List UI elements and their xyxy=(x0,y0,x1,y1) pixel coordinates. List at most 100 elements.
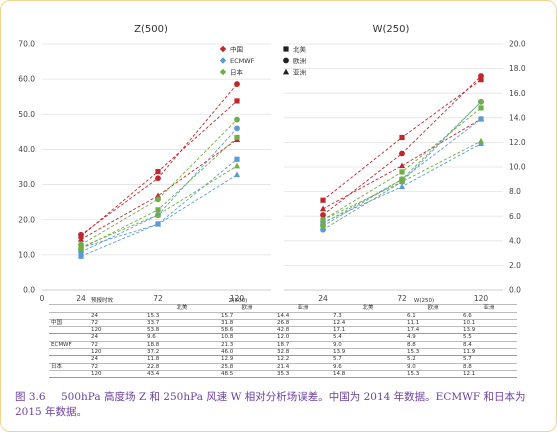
chart-area: 0.0 10.0 20.0 30.0 40.0 50.0 60.0 70.0 0 24 72 120 Z… xyxy=(18,24,526,301)
table-cell: 12.2 xyxy=(275,355,331,364)
table-row: 日本 72 22.8 25.8 21.4 9.6 9.0 8.8 xyxy=(49,363,517,371)
table-cell: 15.3 xyxy=(405,370,461,379)
p0-data-point xyxy=(155,196,161,203)
p0-x-tick-label: 120 xyxy=(230,294,245,301)
table-cell: 15.3 xyxy=(405,348,461,357)
table-cell: 15.3 xyxy=(145,312,219,320)
table-cell: 6.1 xyxy=(405,312,461,320)
table-cell: 120 xyxy=(89,370,145,379)
p0-legend-label: 日本 xyxy=(230,67,244,76)
table-cell: 35.3 xyxy=(275,370,331,379)
table-cell xyxy=(49,304,89,313)
p1-chart-title: W(250) xyxy=(373,24,410,35)
p0-data-point xyxy=(154,192,162,199)
p0-data-point xyxy=(154,211,162,218)
caption-number: 图 3.6 xyxy=(15,391,46,403)
table-cell: 14.4 xyxy=(275,312,331,320)
p0-series-line xyxy=(80,165,238,248)
p0-x-tick-label: 24 xyxy=(76,294,86,301)
table-cell: 北美 xyxy=(145,304,219,313)
p1-y-tick-label: 4.0 xyxy=(509,236,521,245)
p0-data-point xyxy=(155,168,161,175)
table-cell: 9.6 xyxy=(145,333,219,342)
table-cell: 25.8 xyxy=(219,363,275,371)
p1-x-tick-label: 120 xyxy=(474,294,489,301)
table-cell: 5.7 xyxy=(331,355,405,364)
p1-y-tick-label: 6.0 xyxy=(509,212,521,221)
table-cell: 21.4 xyxy=(275,363,331,371)
p1-y-tick-label: 14.0 xyxy=(509,113,526,122)
p1-legend-label: 欧洲 xyxy=(293,56,306,65)
table-row: 120 43.4 48.5 35.3 14.8 15.3 12.1 xyxy=(49,370,517,379)
table-cell: 8.8 xyxy=(405,341,461,350)
p1-data-point xyxy=(399,169,405,175)
table-cell: 22.8 xyxy=(145,363,219,371)
p0-data-point xyxy=(234,81,240,87)
table-row: 120 53.8 58.6 42.8 17.1 17.4 13.9 xyxy=(49,326,517,335)
table-cell: 10.1 xyxy=(461,319,517,328)
p0-y-tick-label: 10.0 xyxy=(18,250,35,259)
p1-y-tick-label: 2.0 xyxy=(509,261,521,270)
table-cell: 9.0 xyxy=(331,341,405,350)
table-cell: 8.4 xyxy=(461,341,517,350)
p0-data-point xyxy=(77,243,85,250)
p0-chart-title: Z(500) xyxy=(134,24,168,35)
table-cell: 6.6 xyxy=(461,312,517,320)
p0-legend-marker xyxy=(219,68,227,76)
p0-y-tick-label: 40.0 xyxy=(18,145,35,154)
table-cell: 8.8 xyxy=(461,363,517,371)
table-cell xyxy=(89,304,145,313)
table-cell: 72 xyxy=(89,341,145,350)
p1-data-point xyxy=(320,223,326,229)
table-cell: 5.4 xyxy=(331,333,405,342)
p0-y-tick-label: 0.0 xyxy=(23,286,35,295)
table-cell: 5.5 xyxy=(461,333,517,342)
table-row: ECMWF 72 18.8 21.3 18.7 9.0 8.8 8.4 xyxy=(49,341,517,350)
p1-data-point xyxy=(478,105,484,111)
table-header-row: 预报时效 Z(500) W(250) xyxy=(49,298,517,306)
p0-y-tick-label: 60.0 xyxy=(18,75,35,84)
p1-data-point xyxy=(320,197,326,203)
table-cell: 18.7 xyxy=(275,341,331,350)
table-row: 120 37.2 46.0 32.8 13.9 15.3 11.9 xyxy=(49,348,517,357)
table-cell: 26.8 xyxy=(275,319,331,328)
table-cell: 9.0 xyxy=(405,363,461,371)
p1-legend-marker xyxy=(283,57,289,64)
p1-y-tick-label: 12.0 xyxy=(509,138,526,147)
p0-data-point xyxy=(233,162,241,169)
table-cell: 58.6 xyxy=(219,326,275,335)
table-cell: 17.1 xyxy=(331,326,405,335)
p0-x-tick-label: 72 xyxy=(153,294,163,301)
table-cell: 37.2 xyxy=(145,348,219,357)
table-cell: Z(500) xyxy=(145,298,331,306)
p1-x-tick-label: 24 xyxy=(318,294,328,301)
p0-legend-marker xyxy=(219,57,227,64)
p1-data-point xyxy=(478,116,484,122)
table-cell: 5.2 xyxy=(405,355,461,364)
table-cell: 11.8 xyxy=(145,355,219,364)
p0-y-tick-label: 20.0 xyxy=(18,215,35,224)
table-cell xyxy=(49,333,89,342)
p1-data-point xyxy=(478,73,484,79)
table-cell xyxy=(49,370,89,379)
table-cell: 120 xyxy=(89,326,145,335)
p1-data-point xyxy=(399,150,405,157)
table-cell: 17.4 xyxy=(405,326,461,335)
p0-series-line xyxy=(80,128,238,253)
p0-y-tick-label: 50.0 xyxy=(18,110,35,119)
table-cell: 14.8 xyxy=(331,370,405,379)
p1-series-line xyxy=(322,75,482,216)
table-cell: 48.5 xyxy=(219,370,275,379)
table-cell: ECMWF xyxy=(49,341,89,350)
p0-data-point xyxy=(233,171,241,178)
p1-data-point xyxy=(478,98,484,105)
table-cell: 亚洲 xyxy=(275,304,331,313)
table-row: 24 15.3 15.7 14.4 7.3 6.1 6.6 xyxy=(49,312,517,320)
p1-y-tick-label: 10.0 xyxy=(509,163,526,172)
p0-data-point xyxy=(77,236,85,242)
table-cell: 24 xyxy=(89,333,145,342)
table-cell: 15.7 xyxy=(219,312,275,320)
p1-legend-label: 亚洲 xyxy=(293,68,306,76)
table-cell: 33.7 xyxy=(145,319,219,328)
p0-data-point xyxy=(234,156,240,162)
